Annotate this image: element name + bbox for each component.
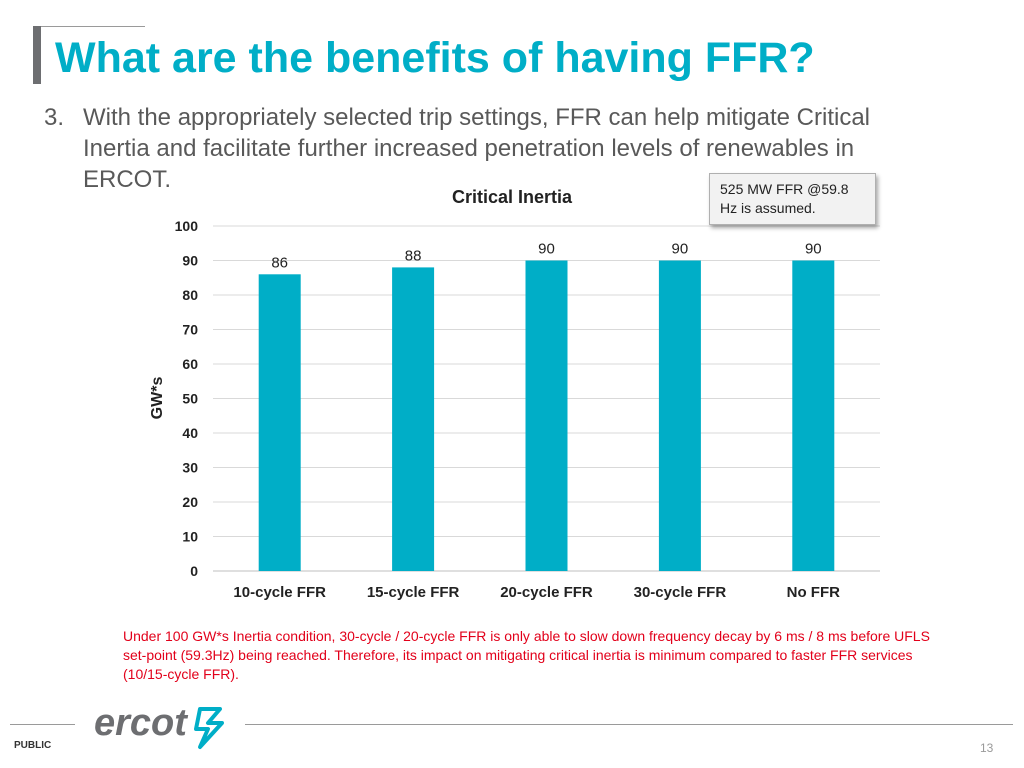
chart-title: Critical Inertia xyxy=(452,187,573,207)
bullet-number: 3. xyxy=(44,104,65,131)
x-tick-label: 10-cycle FFR xyxy=(233,584,326,601)
y-tick-label: 100 xyxy=(175,218,199,234)
bar-20-cycle-ffr xyxy=(525,260,568,571)
lightning-icon xyxy=(194,707,224,749)
bar-30-cycle-ffr xyxy=(658,260,701,571)
y-axis-ticks: 0 10 20 30 40 50 60 70 80 90 100 xyxy=(175,218,199,579)
bullet-text: With the appropriately selected trip set… xyxy=(83,104,870,193)
y-tick-label: 20 xyxy=(182,494,198,510)
title-accent-bar xyxy=(33,26,41,84)
x-tick-label: No FFR xyxy=(787,584,840,601)
bar-10-cycle-ffr xyxy=(258,274,301,571)
bar-15-cycle-ffr xyxy=(392,267,435,571)
data-label: 90 xyxy=(805,241,822,258)
x-axis-ticks: 10-cycle FFR 15-cycle FFR 20-cycle FFR 30-c… xyxy=(233,584,840,601)
footer-rule-right xyxy=(245,724,1013,725)
slide-title: What are the benefits of having FFR? xyxy=(55,34,815,82)
y-tick-label: 40 xyxy=(182,425,198,441)
data-label: 90 xyxy=(672,241,689,258)
x-tick-label: 30-cycle FFR xyxy=(634,584,727,601)
data-labels: 86 88 90 90 90 xyxy=(271,241,821,272)
y-tick-label: 70 xyxy=(182,322,198,338)
footnote-text: Under 100 GW*s Inertia condition, 30-cyc… xyxy=(123,628,930,682)
y-tick-label: 80 xyxy=(182,287,198,303)
classification-label: PUBLIC xyxy=(14,740,52,751)
page-number: 13 xyxy=(980,741,994,755)
chart-bars xyxy=(258,260,835,571)
data-label: 86 xyxy=(271,254,288,271)
logo-wordmark: ercot xyxy=(94,702,188,744)
data-label: 88 xyxy=(405,247,422,264)
y-tick-label: 30 xyxy=(182,460,198,476)
y-tick-label: 50 xyxy=(182,391,198,407)
y-tick-label: 0 xyxy=(190,563,198,579)
data-label: 90 xyxy=(538,241,555,258)
x-tick-label: 20-cycle FFR xyxy=(500,584,593,601)
y-tick-label: 60 xyxy=(182,356,198,372)
bar-no-ffr xyxy=(792,260,835,571)
y-tick-label: 10 xyxy=(182,529,198,545)
y-axis-title: GW*s xyxy=(149,377,166,420)
y-tick-label: 90 xyxy=(182,253,198,269)
assumption-callout: 525 MW FFR @59.8 Hz is assumed. xyxy=(709,173,876,225)
ercot-logo: ercot xyxy=(94,702,224,749)
footer-rule-left xyxy=(10,724,75,725)
title-accent-rule xyxy=(33,26,145,27)
x-tick-label: 15-cycle FFR xyxy=(367,584,460,601)
